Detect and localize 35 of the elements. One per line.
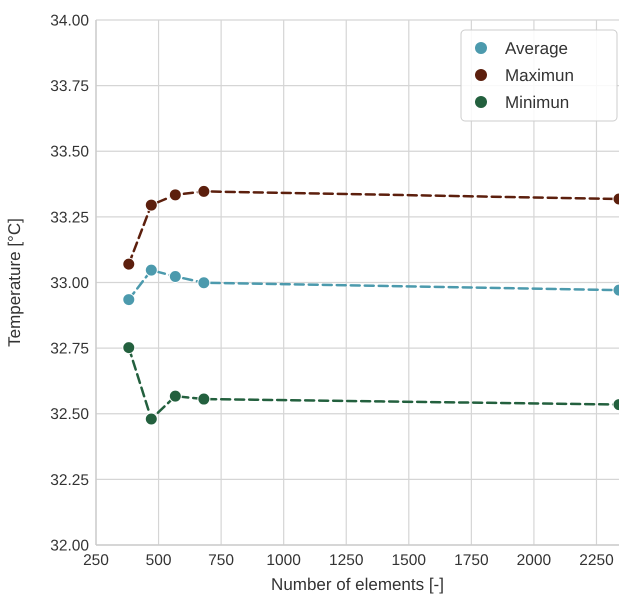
point	[122, 258, 136, 271]
legend-label: Minimun	[505, 92, 570, 112]
y-tick-label: 34.00	[50, 12, 90, 30]
point	[144, 198, 158, 212]
y-axis-title: Temperature [°C]	[5, 218, 24, 347]
y-tick-label: 32.75	[50, 340, 89, 358]
x-tick-label: 500	[146, 552, 172, 569]
y-tick-label: 32.00	[50, 537, 90, 554]
point	[197, 184, 210, 198]
x-tick-label: 1500	[392, 552, 426, 569]
x-tick-label: 250	[83, 552, 110, 569]
y-tick-label: 32.50	[50, 406, 90, 424]
x-tick-label: 2250	[579, 552, 614, 569]
point	[122, 293, 136, 306]
point	[168, 270, 182, 283]
point	[144, 264, 158, 277]
point	[168, 188, 182, 202]
point	[197, 392, 210, 406]
x-tick-label: 1000	[266, 552, 302, 569]
x-tick-label: 1250	[328, 552, 364, 569]
point	[144, 412, 158, 426]
y-tick-label: 33.50	[50, 144, 90, 161]
legend-label: Maximun	[505, 66, 574, 85]
x-tick-label: 1750	[454, 552, 489, 569]
point	[168, 390, 182, 403]
point	[197, 276, 210, 290]
legend-label: Average	[505, 38, 568, 58]
y-tick-label: 32.25	[50, 472, 89, 489]
point	[122, 341, 136, 354]
y-tick-label: 33.00	[50, 274, 90, 292]
x-tick-label: 750	[208, 552, 234, 569]
x-axis-title: Number of elements [-]	[271, 575, 444, 594]
x-tick-label: 2000	[516, 552, 552, 569]
y-tick-label: 33.75	[50, 78, 89, 96]
y-tick-label: 33.25	[50, 209, 89, 226]
